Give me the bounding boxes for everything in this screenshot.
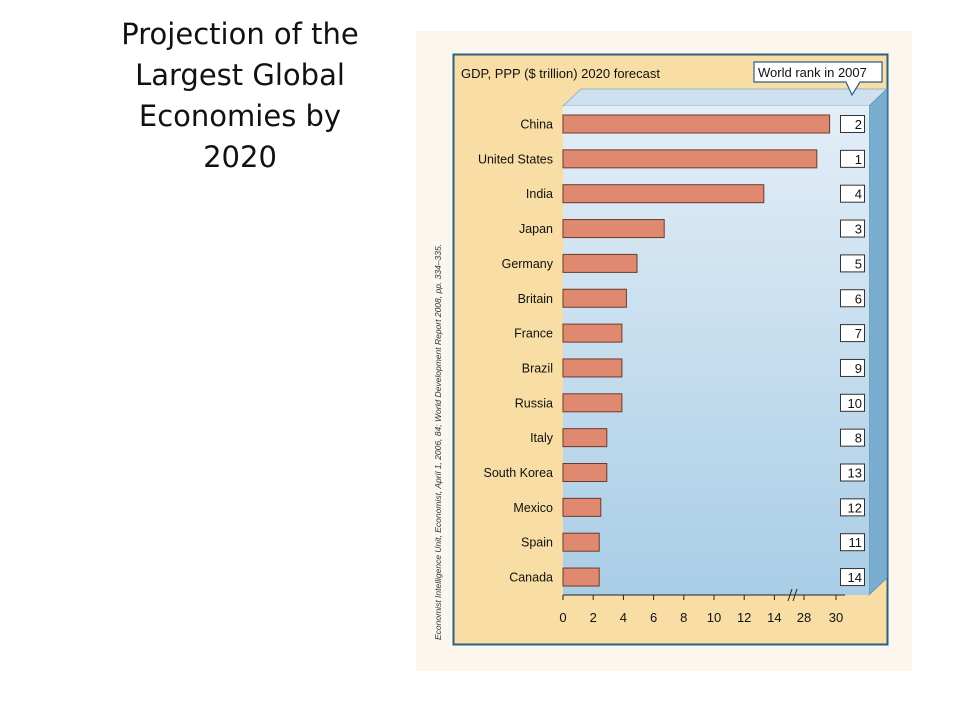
rank-box — [840, 115, 865, 133]
bar — [562, 219, 665, 239]
gdp-bar-chart: GDP, PPP ($ trillion) 2020 forecast Worl… — [433, 53, 889, 646]
rank-box — [840, 428, 865, 447]
rank-value: 1 — [855, 152, 862, 167]
category-label: France — [514, 327, 553, 341]
category-label: Japan — [519, 222, 553, 236]
bar — [562, 114, 831, 134]
panel-front-face — [563, 106, 869, 595]
x-tick-label: 6 — [650, 610, 657, 625]
rank-value: 13 — [848, 466, 862, 481]
x-tick-label: 28 — [797, 610, 811, 625]
category-label: South Korea — [484, 466, 554, 480]
bar — [562, 497, 602, 517]
category-label: India — [526, 187, 553, 201]
rank-box — [840, 254, 865, 273]
rank-box — [840, 393, 865, 412]
category-label: Mexico — [513, 501, 553, 515]
rank-box — [840, 149, 865, 168]
x-tick-label: 0 — [559, 610, 566, 625]
rank-box — [840, 184, 865, 203]
slide-title-line: Largest Global — [135, 58, 345, 92]
bar — [562, 184, 765, 204]
rank-value: 14 — [848, 570, 862, 585]
rank-value: 5 — [855, 256, 862, 271]
rank-box — [840, 219, 865, 238]
rank-value: 11 — [849, 535, 863, 550]
slide-title-line: 2020 — [203, 140, 277, 174]
category-label: China — [520, 118, 553, 132]
category-label: United States — [478, 152, 553, 166]
category-label: Italy — [530, 431, 554, 445]
x-tick-label: 30 — [829, 610, 843, 625]
x-tick-label: 10 — [707, 610, 721, 625]
panel-top-face — [561, 88, 889, 107]
slide-title: Projection of the Largest Global Economi… — [95, 14, 385, 178]
rank-value: 9 — [855, 361, 862, 376]
chart-title: GDP, PPP ($ trillion) 2020 forecast — [461, 66, 660, 81]
rank-box — [840, 289, 865, 308]
bar — [562, 253, 638, 273]
x-tick-label: 8 — [680, 610, 687, 625]
rank-box — [840, 463, 865, 482]
rank-value: 6 — [855, 291, 862, 306]
category-label: Spain — [521, 536, 553, 550]
rank-box — [840, 498, 865, 517]
bar — [562, 323, 623, 343]
rank-value: 3 — [855, 222, 862, 237]
rank-value: 2 — [855, 117, 862, 132]
bar — [562, 288, 627, 308]
rank-box — [840, 358, 865, 377]
axis-break-marks — [787, 588, 798, 602]
category-label: Germany — [502, 257, 554, 271]
rank-value: 12 — [848, 500, 862, 515]
bar — [562, 428, 608, 448]
bar — [562, 567, 600, 587]
bar — [562, 149, 818, 169]
category-label: Canada — [509, 571, 553, 585]
x-tick-label: 14 — [767, 610, 781, 625]
rank-header-callout: World rank in 2007 — [753, 61, 883, 97]
rank-value: 8 — [855, 431, 862, 446]
rank-value: 4 — [855, 187, 862, 202]
rank-header-label: World rank in 2007 — [758, 65, 867, 80]
bar — [562, 463, 608, 482]
x-tick-label: 2 — [590, 610, 597, 625]
bar — [562, 358, 623, 378]
rank-box — [840, 533, 865, 552]
rank-value: 10 — [848, 396, 862, 411]
category-label: Brazil — [522, 361, 553, 375]
rank-box — [840, 324, 865, 343]
x-tick-label: 12 — [737, 610, 751, 625]
panel-side-face — [868, 88, 888, 596]
source-note: Economist Intelligence Unit, Economist, … — [433, 244, 443, 640]
rank-value: 7 — [855, 326, 862, 341]
slide-title-line: Economies by — [138, 99, 342, 133]
x-tick-label: 4 — [620, 610, 627, 625]
bar — [562, 532, 600, 552]
slide-title-line: Projection of the — [121, 17, 359, 51]
category-label: Britain — [518, 292, 553, 306]
category-label: Russia — [515, 396, 553, 410]
rank-box — [840, 568, 865, 587]
bar — [562, 393, 623, 413]
